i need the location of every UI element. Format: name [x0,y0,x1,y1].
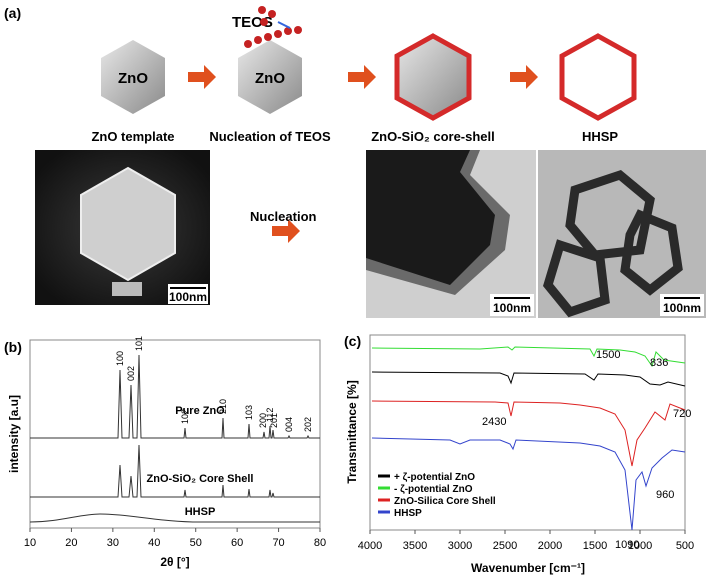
panel-label: (a) [4,5,21,21]
x-tick-label: 60 [231,537,243,549]
peak-label: 210 [218,399,228,414]
peak-label: 100 [115,351,125,366]
x-tick-label: 3500 [403,540,427,552]
panel-label: (c) [344,333,361,349]
step-label: ZnO template [91,129,174,144]
y-axis-label: intensity [a.u] [7,395,21,473]
peak-label: 101 [134,336,144,351]
ftir-curves [371,346,686,531]
scale-bar: 100nm [663,301,701,315]
annotation: 1500 [596,349,620,361]
x-tick-label: 30 [107,537,119,549]
x-tick-label: 10 [24,537,36,549]
legend-label: ZnO-Silica Core Shell [394,496,496,507]
x-tick-label: 500 [676,540,694,552]
xrd-curves [29,354,320,523]
teos-dots [244,6,302,48]
series-label: ZnO-SiO₂ Core Shell [147,473,254,485]
peak-label: 201 [269,413,279,428]
peak-label: 202 [303,417,313,432]
panel-label: (b) [4,339,22,355]
x-tick-label: 3000 [448,540,472,552]
peak-label: 200 [258,413,268,428]
scale-bar: 100nm [493,301,531,315]
step-label: HHSP [582,129,618,144]
x-tick-label: 50 [190,537,202,549]
series-label: HHSP [185,506,216,518]
legend-label: + ζ-potential ZnO [394,472,475,483]
series-label: Pure ZnO [175,405,225,417]
step-label: ZnO-SiO₂ core-shell [371,129,495,144]
x-tick-label: 1500 [583,540,607,552]
x-tick-label: 40 [148,537,160,549]
hex-text: ZnO [255,70,285,87]
x-tick-label: 20 [65,537,77,549]
plot-frame [369,334,686,531]
annotation: 836 [650,357,668,369]
scale-bar: 100nm [169,290,207,304]
peak-label: 004 [284,417,294,432]
peak-label: 102 [180,409,190,424]
x-tick-label: 1000 [628,540,652,552]
y-axis-label: Transmittance [%] [345,380,359,483]
peak-label: 112 [265,408,275,422]
step-label: Nucleation of TEOS [209,129,331,144]
sem-image: 100nm [35,150,210,305]
nucleation-label: Nucleation [250,209,317,224]
peak-label: 002 [126,366,136,381]
hexagons: ZnO ZnO [101,33,637,121]
x-tick-label: 80 [314,537,326,549]
legend-label: HHSP [394,508,422,519]
annotation: 720 [673,408,691,420]
annotation: 1090 [615,539,639,551]
annotation: 2430 [482,416,506,428]
x-tick-label: 2500 [493,540,517,552]
legend-label: - ζ-potential ZnO [394,484,473,495]
x-axis-label: Wavenumber [cm⁻¹] [471,561,585,575]
x-axis-label: 2θ [°] [160,555,189,569]
tem-image: 100nm 100nm [366,150,706,318]
peak-label: 103 [244,405,254,420]
arrows [188,65,538,243]
hex-text: ZnO [118,70,148,87]
plot-frame [29,339,321,529]
x-tick-label: 4000 [358,540,382,552]
annotation: 960 [656,489,674,501]
x-tick-label: 70 [272,537,284,549]
x-tick-label: 2000 [538,540,562,552]
